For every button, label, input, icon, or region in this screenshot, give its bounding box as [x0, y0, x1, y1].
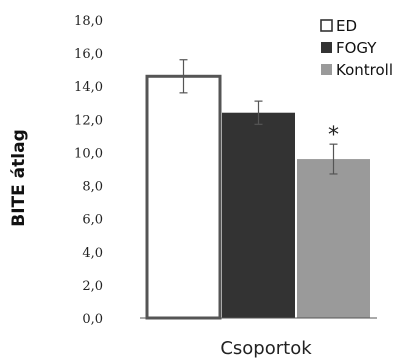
legend-label-kontroll: Kontroll — [336, 61, 393, 79]
y-tick-label: 8,0 — [82, 180, 103, 195]
y-tick-label: 14,0 — [74, 80, 103, 95]
significance-asterisk: * — [328, 123, 339, 148]
y-tick-label: 0,0 — [82, 312, 103, 327]
y-tick-label: 16,0 — [74, 47, 103, 62]
y-tick-label: 10,0 — [74, 146, 103, 161]
legend-swatch-fogy — [321, 42, 332, 53]
bars — [145, 74, 370, 320]
error-bar-kontroll — [329, 143, 338, 175]
error-bar-ed — [179, 59, 188, 94]
y-tick-label: 2,0 — [82, 279, 103, 294]
legend: ED FOGY Kontroll — [320, 17, 393, 79]
error-bars — [179, 59, 338, 175]
y-axis-label: BITE átlag — [9, 129, 29, 226]
bar-ed — [145, 74, 222, 320]
y-tick-label: 18,0 — [74, 14, 103, 29]
y-tick-label: 4,0 — [82, 246, 103, 261]
bar-fogy — [222, 112, 295, 318]
legend-swatch-ed — [320, 19, 333, 32]
legend-label-ed: ED — [336, 17, 357, 35]
y-tick-label: 12,0 — [74, 113, 103, 128]
legend-label-fogy: FOGY — [336, 39, 377, 57]
y-tick-labels: 0,0 2,0 4,0 6,0 8,0 10,0 12,0 14,0 16,0 18,0 — [74, 14, 103, 327]
legend-swatch-kontroll — [321, 64, 332, 75]
x-axis-label: Csoportok — [220, 338, 312, 359]
y-tick-label: 6,0 — [82, 213, 103, 228]
bar-kontroll — [297, 159, 370, 318]
error-bar-fogy — [254, 100, 263, 125]
